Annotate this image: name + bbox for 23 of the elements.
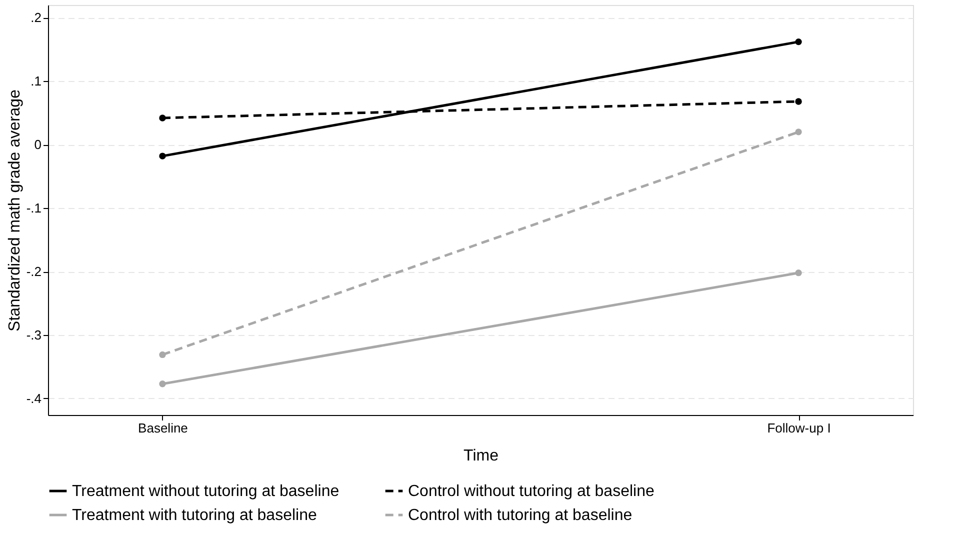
y-tick-label: -.1 [26,200,42,216]
y-tick-label: -.2 [26,264,42,280]
point [159,114,166,122]
legend-label: Treatment without tutoring at baseline [72,483,340,500]
x-tick-label: Follow-up I [767,420,831,436]
y-tick-label: -.4 [26,391,42,406]
x-axis-title: Time [464,448,499,464]
point [159,380,166,388]
legend-label: Control with tutoring at baseline [408,507,632,524]
point [795,38,802,46]
y-tick-label: -.3 [26,328,42,343]
point [795,128,802,136]
legend-label: Control without tutoring at baseline [408,483,654,500]
y-tick-label: .1 [30,74,42,89]
legend-label: Treatment with tutoring at baseline [72,507,317,524]
x-tick-label: Baseline [138,420,188,436]
y-tick-label: .2 [30,10,42,26]
y-axis-title: Standardized math grade average [6,89,24,332]
point [795,269,802,276]
point [795,98,802,105]
point [159,152,166,160]
y-tick-label: 0 [34,137,42,152]
point [159,351,166,358]
